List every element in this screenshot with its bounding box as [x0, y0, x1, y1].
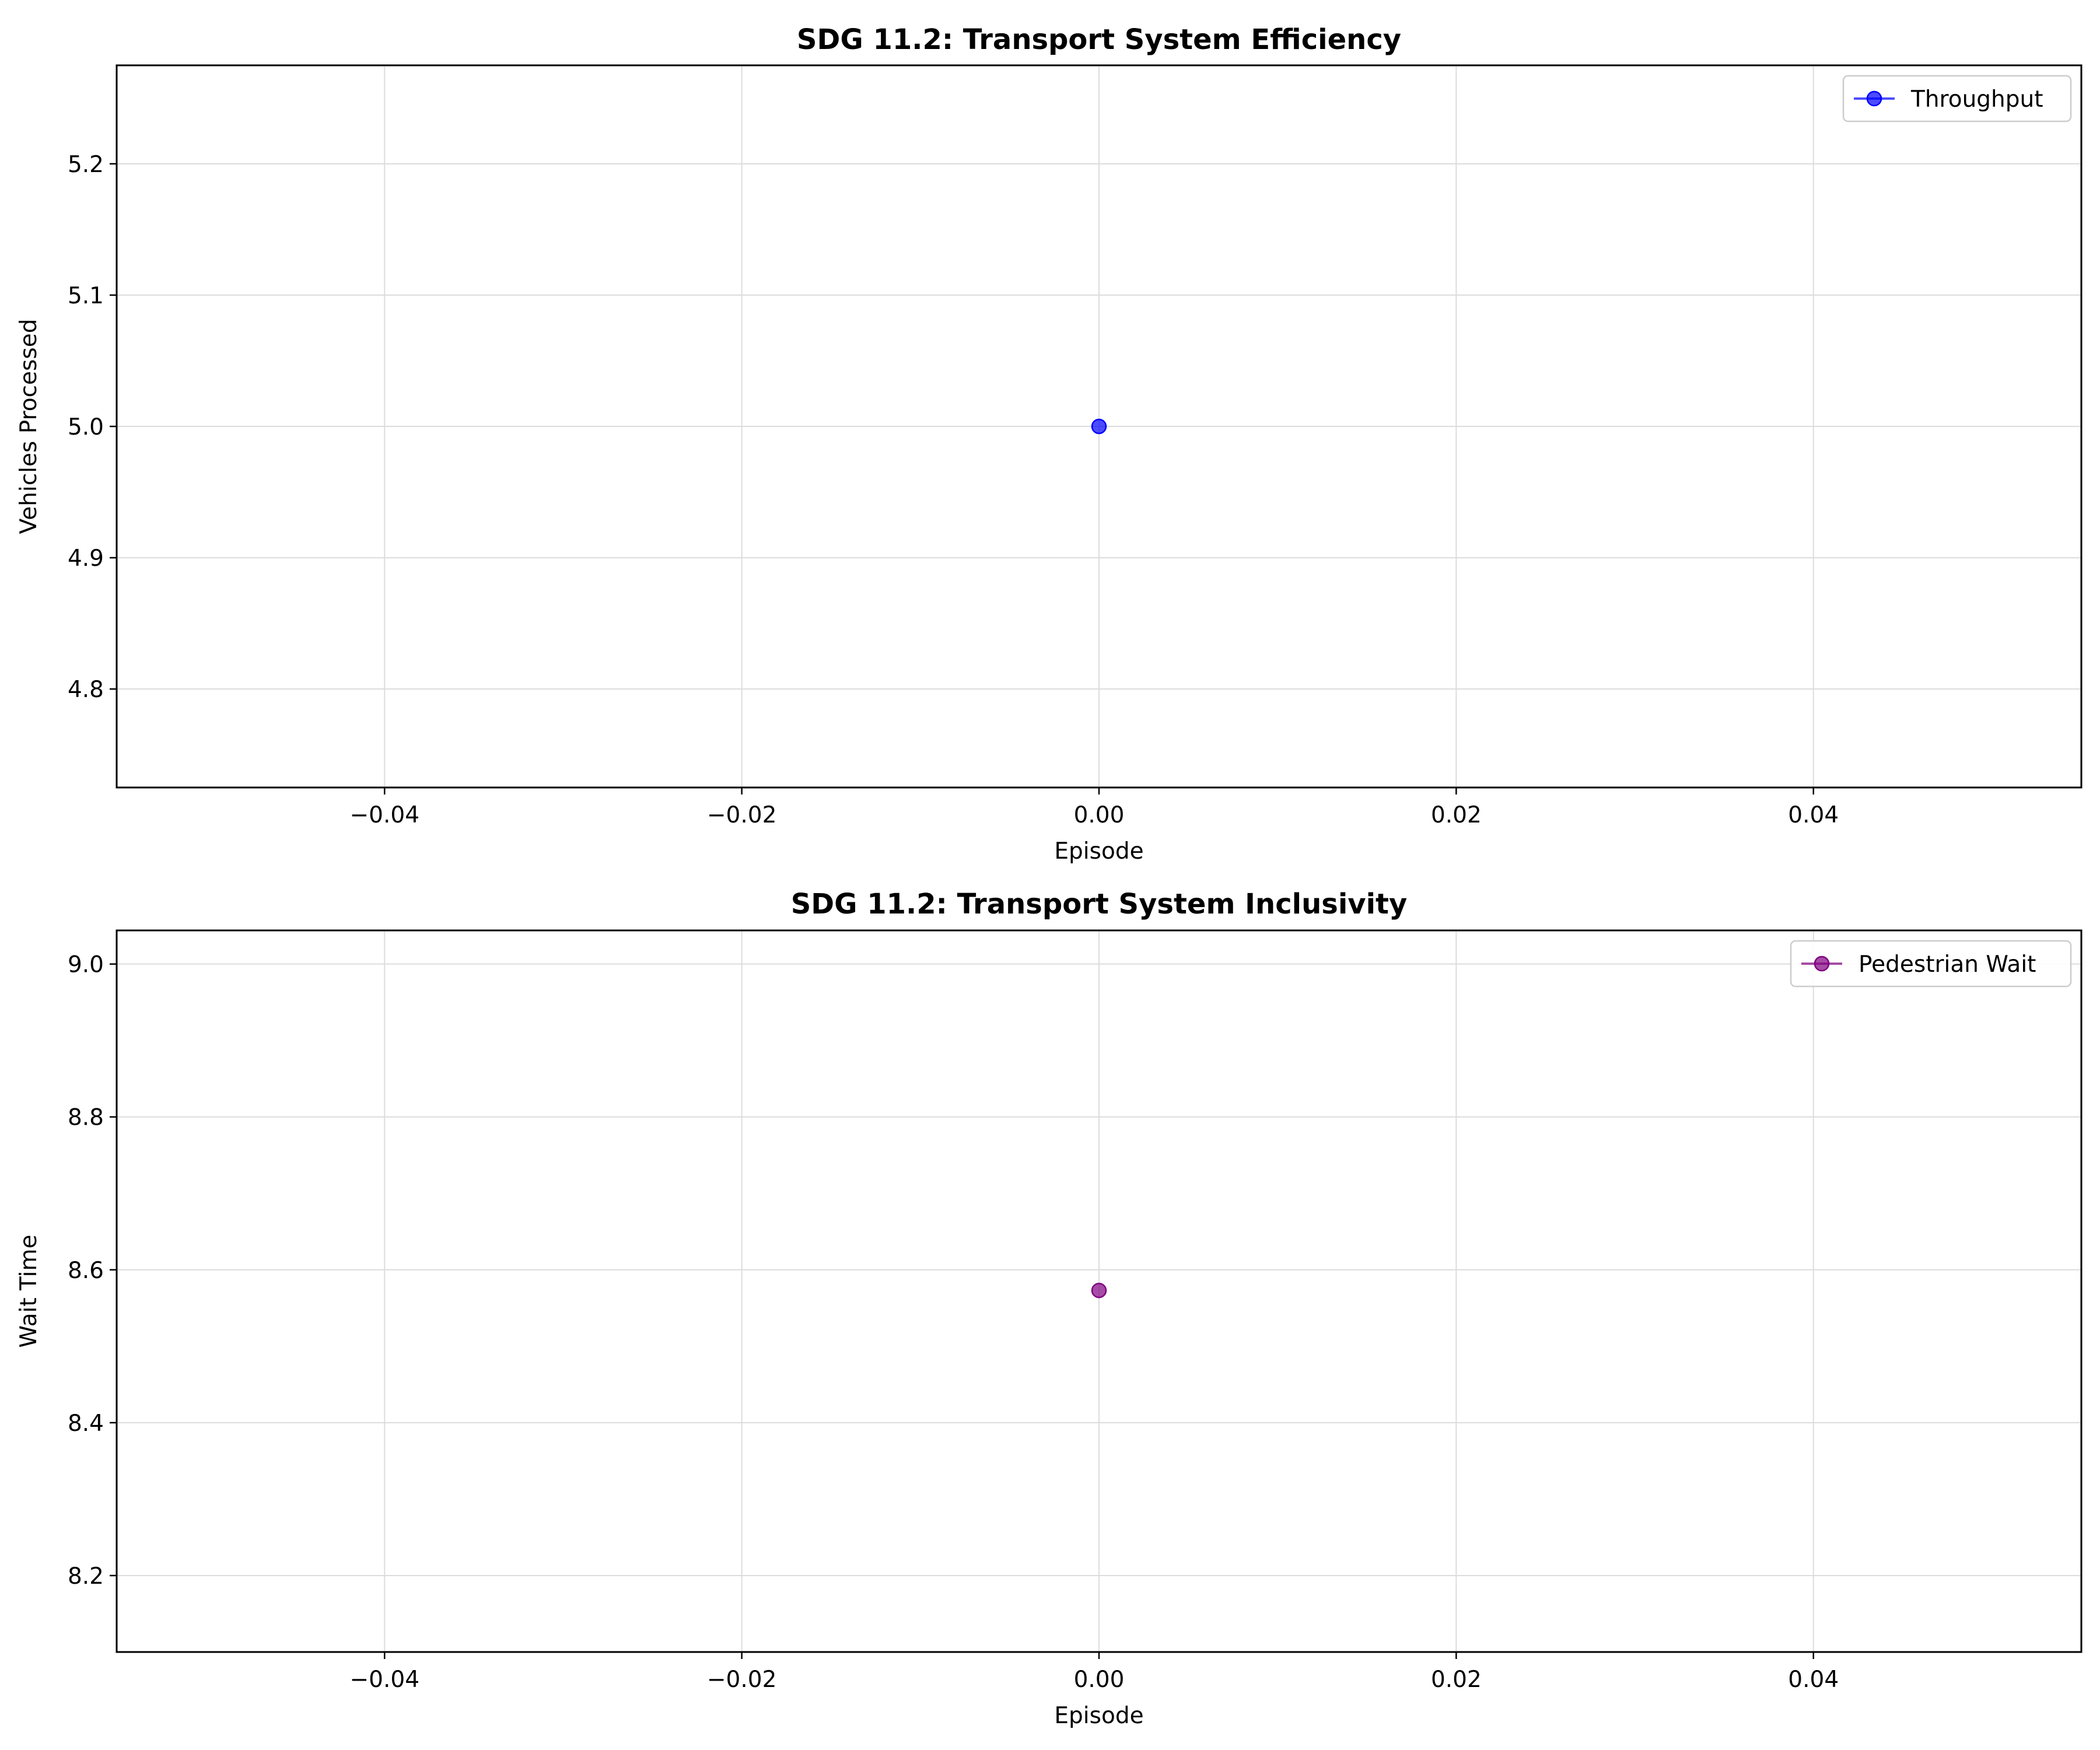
x-axis-label: Episode [1054, 838, 1143, 864]
legend-box [1842, 75, 2072, 123]
y-tick-label: 8.8 [68, 1105, 104, 1131]
legend-label: Throughput [1910, 86, 2043, 113]
x-tick-label: −0.02 [707, 802, 777, 828]
legend-marker [1866, 90, 1882, 107]
x-tick-label: 0.02 [1431, 1667, 1482, 1693]
x-tick-label: 0.04 [1788, 1667, 1839, 1693]
y-tick-label: 5.0 [68, 414, 104, 440]
y-axis-label: Vehicles Processed [16, 319, 42, 534]
x-tick-label: 0.00 [1074, 1667, 1125, 1693]
legend: Throughput [1842, 75, 2072, 123]
x-tick-label: 0.00 [1074, 802, 1125, 828]
data-point [1091, 418, 1107, 435]
chart-title: SDG 11.2: Transport System Inclusivity [791, 888, 1408, 921]
y-tick-label: 8.6 [68, 1258, 104, 1284]
x-tick-label: 0.02 [1431, 802, 1482, 828]
y-tick-label: 8.4 [68, 1410, 104, 1437]
x-tick-label: −0.04 [350, 1667, 420, 1693]
x-tick-label: 0.04 [1788, 802, 1839, 828]
legend-label: Pedestrian Wait [1859, 951, 2036, 978]
x-axis-label: Episode [1054, 1703, 1143, 1729]
legend: Pedestrian Wait [1790, 940, 2072, 988]
y-axis-label: Wait Time [16, 1235, 42, 1348]
x-tick-label: −0.04 [350, 802, 420, 828]
data-point [1091, 1282, 1107, 1298]
chart-title: SDG 11.2: Transport System Efficiency [797, 23, 1401, 56]
chart-panel-2: −0.04 −0.02 0.00 0.02 0.04 8.2 8.4 8.6 8.8 9.0 SDG… [16, 888, 2082, 1729]
y-tick-label: 9.0 [68, 952, 104, 978]
y-tick-label: 5.2 [68, 152, 104, 178]
x-tick-label: −0.02 [707, 1667, 777, 1693]
y-tick-label: 4.9 [68, 545, 104, 572]
y-tick-label: 8.2 [68, 1563, 104, 1590]
chart-panel-1: −0.04 −0.02 0.00 0.02 0.04 4.8 4.9 5.0 5.1 5.2 SDG… [16, 23, 2082, 864]
y-tick-label: 4.8 [68, 677, 104, 703]
legend-marker [1814, 956, 1830, 972]
legend-box [1790, 940, 2072, 988]
y-tick-label: 5.1 [68, 283, 104, 309]
